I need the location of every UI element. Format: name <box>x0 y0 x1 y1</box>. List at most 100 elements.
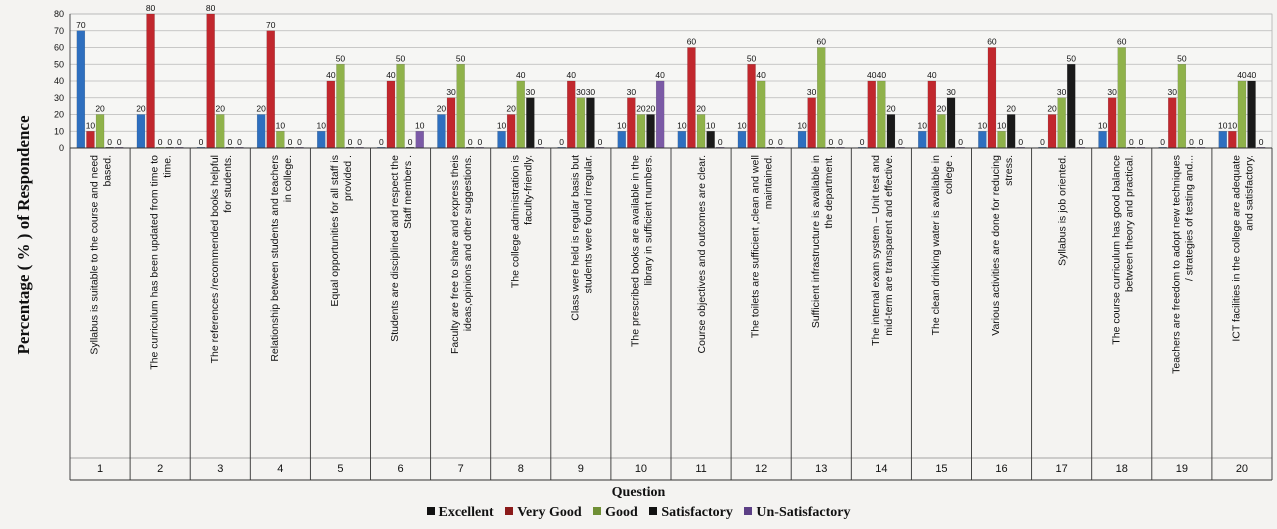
legend-label: Satisfactory <box>661 505 733 520</box>
question-label: ICT facilities in the college are adequa… <box>1230 155 1242 342</box>
data-label: 30 <box>576 87 586 97</box>
bar-satisfactory <box>946 97 956 149</box>
bar-good <box>1177 64 1187 149</box>
bar-excellent <box>317 131 326 149</box>
question-label: The toilets are sufficient ,clean and we… <box>750 155 762 338</box>
bar-very-good <box>506 114 516 149</box>
legend-item-good: Good <box>593 505 638 521</box>
data-label: 20 <box>136 104 146 114</box>
bar-excellent <box>437 114 446 149</box>
y-tick-label: 20 <box>54 110 64 120</box>
legend-label: Un-Satisfactory <box>756 505 851 520</box>
legend-swatch <box>649 507 658 515</box>
category-number: 6 <box>397 463 403 475</box>
question-label: The clean drinking water is available in <box>930 155 942 336</box>
data-label: 0 <box>1078 137 1083 147</box>
data-label: 40 <box>1247 70 1257 80</box>
bar-excellent <box>76 30 86 149</box>
bar-good <box>696 114 706 149</box>
data-label: 20 <box>1047 104 1057 114</box>
question-label: Staff members . <box>402 155 414 229</box>
bar-very-good <box>927 80 937 149</box>
bar-good <box>576 97 586 149</box>
data-label: 10 <box>997 120 1007 130</box>
data-label: 0 <box>1199 137 1204 147</box>
data-label: 0 <box>167 137 172 147</box>
data-label: 0 <box>1139 137 1144 147</box>
bar-satisfactory <box>526 97 535 149</box>
category-number: 3 <box>217 463 223 475</box>
data-label: 20 <box>937 104 947 114</box>
question-label: The college administration is <box>509 155 521 288</box>
legend-item-satisfactory: Satisfactory <box>649 505 733 521</box>
data-label: 0 <box>860 137 865 147</box>
data-label: 10 <box>617 120 627 130</box>
legend-swatch <box>744 507 753 515</box>
category-number: 8 <box>518 463 524 475</box>
data-label: 0 <box>237 137 242 147</box>
data-label: 10 <box>1228 120 1238 130</box>
bar-good <box>396 64 405 149</box>
question-label: Students are disciplined and respect the <box>389 155 401 342</box>
data-label: 0 <box>177 137 182 147</box>
data-label: 0 <box>768 137 773 147</box>
data-label: 30 <box>1107 87 1117 97</box>
category-number: 9 <box>578 463 584 475</box>
bar-un-satisfactory <box>655 80 665 149</box>
bar-satisfactory <box>1247 80 1256 149</box>
data-label: 0 <box>227 137 232 147</box>
data-label: 20 <box>646 104 656 114</box>
question-label: the department. <box>823 155 835 229</box>
data-label: 0 <box>1189 137 1194 147</box>
data-label: 0 <box>348 137 353 147</box>
data-label: 0 <box>1040 137 1045 147</box>
question-label: / strategies of testing and... <box>1183 155 1195 281</box>
legend: Excellent Very Good Good Satisfactory Un… <box>0 505 1277 521</box>
data-label: 10 <box>677 120 687 130</box>
question-label: The prescribed books are available in th… <box>629 155 641 347</box>
legend-label: Excellent <box>438 505 494 520</box>
question-label: The internal exam system – Unit test and <box>870 155 882 346</box>
data-label: 10 <box>706 120 716 130</box>
question-label: The course curriculum has good balance <box>1110 155 1122 345</box>
data-label: 50 <box>396 53 406 63</box>
y-tick-label: 40 <box>54 76 64 86</box>
data-label: 50 <box>456 53 466 63</box>
y-tick-label: 80 <box>54 9 64 19</box>
question-label: Relationship between students and teache… <box>269 155 281 362</box>
data-label: 30 <box>807 87 817 97</box>
data-label: 20 <box>506 104 516 114</box>
question-label: The references /recommended books helpfu… <box>209 155 221 363</box>
data-label: 0 <box>1018 137 1023 147</box>
bar-excellent <box>1098 131 1107 149</box>
data-label: 40 <box>867 70 877 80</box>
data-label: 0 <box>778 137 783 147</box>
data-label: 40 <box>877 70 887 80</box>
bar-very-good <box>1168 97 1177 149</box>
question-label: library in sufficient numbers. <box>642 155 654 286</box>
data-label: 0 <box>357 137 362 147</box>
question-label: stress. <box>1003 155 1015 186</box>
legend-item-very-good: Very Good <box>505 505 582 521</box>
bar-very-good <box>1228 131 1237 149</box>
bar-very-good <box>206 13 215 149</box>
data-label: 10 <box>276 120 286 130</box>
bar-good <box>756 80 766 149</box>
question-label: Sufficient infrastructure is available i… <box>810 155 822 328</box>
question-label: provided . <box>342 155 354 201</box>
bar-satisfactory <box>1006 114 1016 149</box>
bar-good <box>336 64 345 149</box>
data-label: 30 <box>586 87 596 97</box>
data-label: 50 <box>747 53 757 63</box>
bar-satisfactory <box>1067 64 1076 149</box>
category-number: 13 <box>815 463 827 475</box>
question-label: between theory and practical. <box>1123 155 1135 292</box>
data-label: 70 <box>266 20 276 30</box>
data-label: 0 <box>107 137 112 147</box>
bar-very-good <box>747 64 756 149</box>
question-label: ideas,opinions and other suggestions. <box>462 155 474 331</box>
bar-good <box>1057 97 1066 149</box>
category-number: 12 <box>755 463 767 475</box>
question-label: college . <box>943 155 955 194</box>
bar-satisfactory <box>886 114 896 149</box>
